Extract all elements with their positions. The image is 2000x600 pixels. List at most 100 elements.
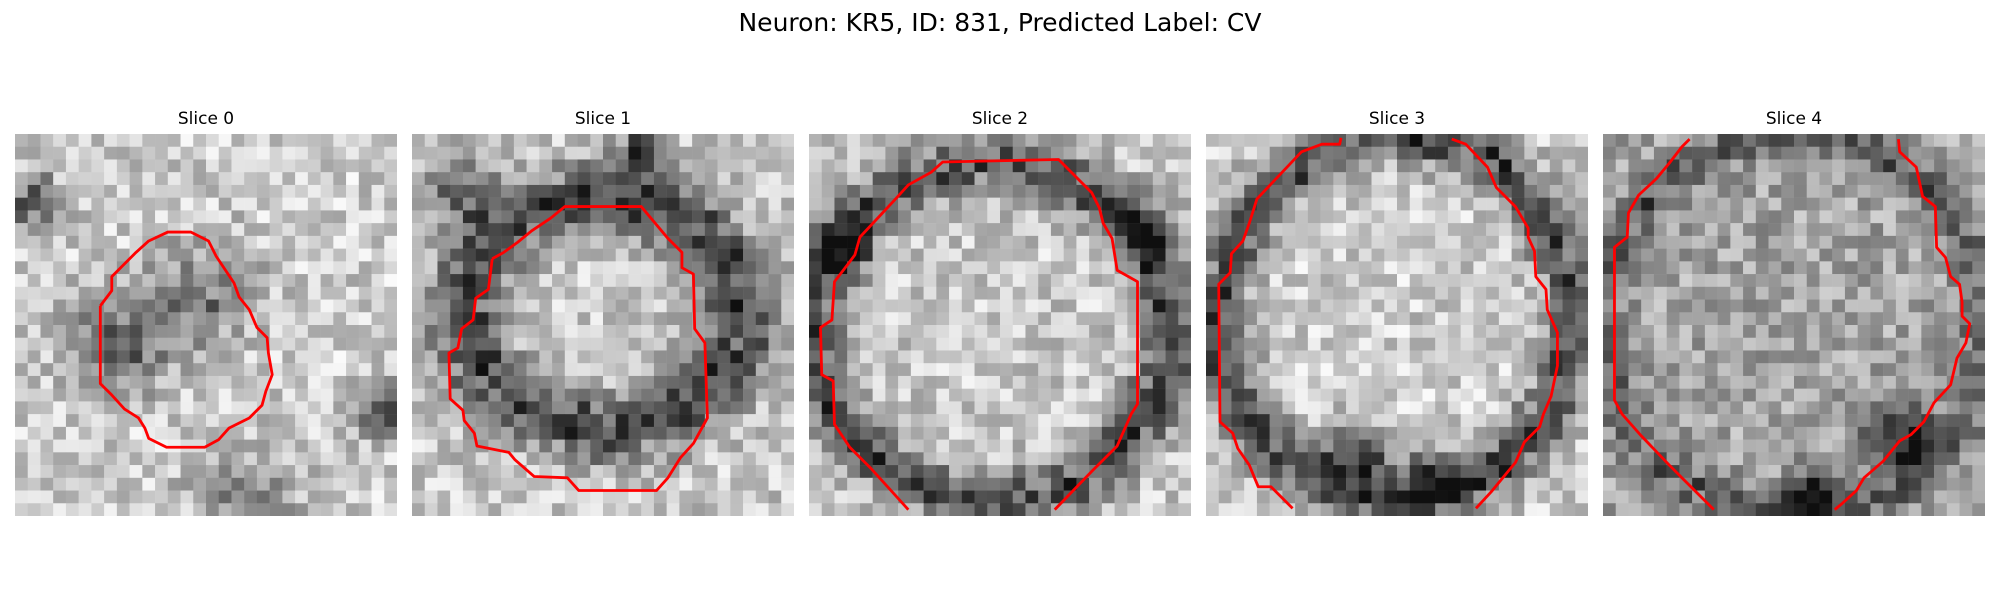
image-pixel: [1025, 223, 1039, 237]
image-pixel: [539, 184, 553, 198]
image-pixel: [1972, 197, 1985, 211]
image-pixel: [987, 350, 1001, 364]
image-pixel: [1000, 159, 1013, 173]
image-pixel: [1012, 184, 1026, 198]
image-pixel: [1333, 401, 1347, 415]
image-pixel: [1692, 172, 1706, 186]
image-pixel: [872, 235, 886, 249]
image-pixel: [1679, 184, 1693, 198]
image-pixel: [424, 414, 438, 428]
image-pixel: [1231, 375, 1245, 389]
image-pixel: [1346, 375, 1360, 389]
image-pixel: [501, 299, 515, 313]
image-pixel: [142, 184, 156, 198]
image-pixel: [142, 286, 156, 300]
image-pixel: [809, 235, 822, 249]
image-pixel: [1806, 235, 1820, 249]
image-pixel: [1653, 337, 1667, 351]
image-pixel: [1000, 210, 1013, 224]
image-pixel: [1012, 363, 1026, 377]
image-pixel: [358, 401, 372, 415]
image-pixel: [1603, 312, 1616, 326]
image-pixel: [206, 261, 219, 275]
image-pixel: [1127, 503, 1141, 516]
image-pixel: [167, 274, 181, 288]
image-pixel: [1603, 337, 1616, 351]
image-pixel: [1050, 223, 1064, 237]
image-pixel: [1768, 490, 1782, 504]
image-pixel: [462, 439, 476, 453]
image-pixel: [104, 439, 118, 453]
image-pixel: [437, 439, 451, 453]
image-pixel: [1717, 261, 1731, 275]
image-pixel: [450, 134, 464, 147]
image-pixel: [1486, 286, 1500, 300]
image-pixel: [167, 248, 181, 262]
image-pixel: [847, 312, 861, 326]
image-pixel: [1794, 184, 1807, 198]
image-pixel: [1549, 465, 1563, 479]
image-pixel: [1486, 223, 1500, 237]
image-pixel: [116, 465, 130, 479]
image-pixel: [1666, 274, 1680, 288]
image-pixel: [1114, 286, 1128, 300]
image-pixel: [1435, 477, 1449, 491]
image-pixel: [269, 235, 283, 249]
image-pixel: [1603, 465, 1616, 479]
image-pixel: [167, 223, 181, 237]
image-pixel: [730, 363, 744, 377]
image-pixel: [167, 261, 181, 275]
image-pixel: [1641, 146, 1655, 160]
image-pixel: [1704, 490, 1718, 504]
image-pixel: [295, 452, 309, 466]
image-pixel: [142, 388, 156, 402]
image-pixel: [1422, 375, 1436, 389]
image-pixel: [1934, 337, 1948, 351]
image-pixel: [1628, 159, 1642, 173]
image-pixel: [1679, 503, 1693, 516]
image-pixel: [1025, 363, 1039, 377]
image-pixel: [1358, 490, 1372, 504]
image-pixel: [488, 286, 502, 300]
image-pixel: [1921, 172, 1935, 186]
image-pixel: [27, 248, 41, 262]
image-pixel: [180, 477, 194, 491]
image-pixel: [987, 223, 1001, 237]
image-pixel: [910, 388, 924, 402]
image-pixel: [488, 503, 502, 516]
image-pixel: [384, 439, 397, 453]
image-pixel: [1549, 452, 1563, 466]
image-pixel: [910, 223, 924, 237]
image-pixel: [1178, 172, 1191, 186]
image-pixel: [1025, 184, 1039, 198]
image-pixel: [1000, 414, 1013, 428]
image-pixel: [384, 223, 397, 237]
image-pixel: [577, 325, 591, 338]
image-pixel: [155, 350, 169, 364]
image-pixel: [1435, 503, 1449, 516]
image-pixel: [142, 146, 156, 160]
image-pixel: [1730, 235, 1744, 249]
image-pixel: [781, 414, 794, 428]
image-pixel: [1333, 375, 1347, 389]
image-pixel: [1422, 146, 1436, 160]
slice-panel-0: Slice 0: [15, 108, 397, 516]
image-pixel: [615, 426, 629, 440]
image-pixel: [1679, 134, 1693, 147]
image-pixel: [910, 299, 924, 313]
image-pixel: [1076, 401, 1090, 415]
image-pixel: [809, 223, 822, 237]
image-pixel: [1397, 401, 1410, 415]
image-pixel: [1511, 503, 1525, 516]
image-pixel: [256, 439, 270, 453]
image-pixel: [333, 184, 347, 198]
image-pixel: [129, 465, 143, 479]
image-pixel: [1346, 184, 1360, 198]
image-pixel: [692, 375, 706, 389]
image-pixel: [269, 439, 283, 453]
image-pixel: [116, 248, 130, 262]
image-pixel: [1628, 312, 1642, 326]
image-pixel: [1819, 261, 1833, 275]
image-pixel: [936, 401, 950, 415]
image-pixel: [218, 490, 232, 504]
